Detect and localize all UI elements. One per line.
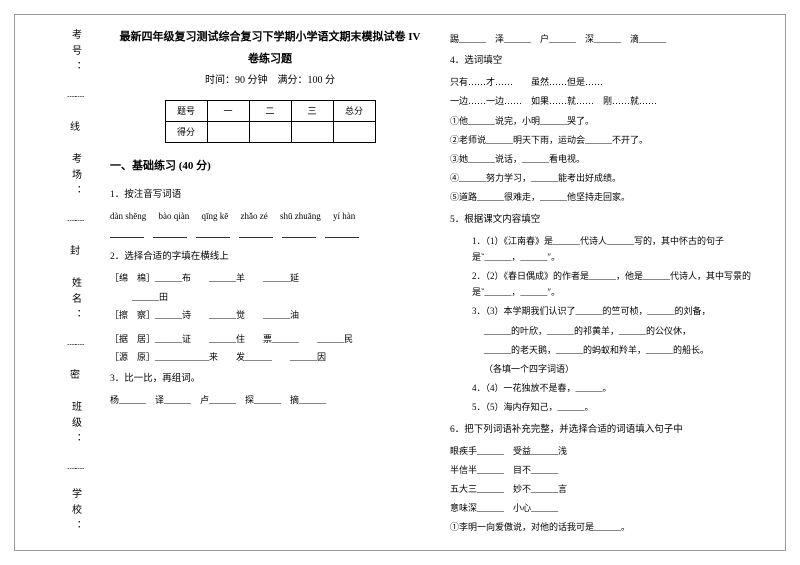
spine-label-name: 姓名： bbox=[68, 277, 83, 325]
q1-pinyin-row: dàn shēng bào qiàn qīng kē zhǎo zé shū z… bbox=[110, 208, 430, 224]
q5-i5: 5．（5）海内存知己，______。 bbox=[450, 399, 770, 415]
cell bbox=[207, 121, 249, 142]
spine-label-class: 班级： bbox=[68, 401, 83, 449]
q6-l2: 半信半______ 目不______ bbox=[450, 462, 770, 478]
cell bbox=[333, 121, 375, 142]
q3-row2: 踢______ 泽______ 户______ 深______ 滴______ bbox=[450, 31, 770, 47]
cell: 二 bbox=[249, 100, 291, 121]
q5-i4: 4．（4）一花独放不是春，______。 bbox=[450, 380, 770, 396]
section-1-head: 一、基础练习 (40 分) bbox=[110, 157, 430, 177]
pinyin: dàn shēng bbox=[110, 211, 146, 221]
exam-timing: 时间：90 分钟 满分：100 分 bbox=[110, 72, 430, 90]
q5-i2: 2．（2）《春日偶成》的作者是______，他是______代诗人，其中写景的是… bbox=[450, 268, 770, 300]
q5-i3c: ______的老天鹅，______的蚂蚁和羚羊，______的船长。 bbox=[450, 342, 770, 358]
q6-l5: ①李明一向爱傲说，对他的话我可是______。 bbox=[450, 519, 770, 535]
q4-l2: ①他______说完，小明______哭了。 bbox=[450, 113, 770, 129]
cell: 题号 bbox=[165, 100, 207, 121]
right-column: 踢______ 泽______ 户______ 深______ 滴______ … bbox=[450, 28, 770, 537]
pinyin: shū zhuāng bbox=[280, 211, 321, 221]
spine-char-secret: 密 bbox=[70, 366, 80, 381]
spine-dots: ┊┊ bbox=[67, 466, 83, 471]
q4-l0: 只有……才…… 虽然……但是…… bbox=[450, 74, 770, 90]
table-row: 得分 bbox=[165, 121, 375, 142]
spine-dots: ┊┊ bbox=[67, 342, 83, 347]
q1-title: 1．按注音写词语 bbox=[110, 187, 430, 204]
q3-row: 杨______ 译______ 卢______ 探______ 摘______ bbox=[110, 392, 430, 408]
table-row: 题号 一 二 三 总分 bbox=[165, 100, 375, 121]
spine-label-id: 考号： bbox=[68, 29, 83, 77]
pinyin: bào qiàn bbox=[159, 211, 190, 221]
q5-i3a: 3．（3）本学期我们认识了______的竺可桢，______的刘备， bbox=[450, 303, 770, 319]
q5-i3d: （各填一个四字词语） bbox=[450, 361, 770, 377]
q2-line3: ［据 居］______证 ______住 票______ ______民 bbox=[110, 331, 430, 347]
q2-title: 2．选择合适的字填在横线上 bbox=[110, 249, 430, 266]
q4-title: 4．选词填空 bbox=[450, 53, 770, 70]
q5-i3b: ______的叶欣，______的祁黄羊，______的公仪休， bbox=[450, 323, 770, 339]
q1-blank-row bbox=[110, 227, 430, 243]
q6-l1: 眼疾手______ 受益______浅 bbox=[450, 443, 770, 459]
spine-dots: ┊┊ bbox=[67, 94, 83, 99]
binding-spine: 考号： ┊┊ 线 考场： ┊┊ 封 姓名： ┊┊ 密 班级： ┊┊ 学校： bbox=[60, 20, 90, 545]
spine-dots: ┊┊ bbox=[67, 218, 83, 223]
q6-title: 6．把下列词语补充完整，并选择合适的词语填入句子中 bbox=[450, 422, 770, 439]
q6-l4: 意味深______ 小心______ bbox=[450, 500, 770, 516]
q4-l6: ⑤道路______很难走，______他坚持走回家。 bbox=[450, 189, 770, 205]
q3-title: 3．比一比，再组词。 bbox=[110, 371, 430, 388]
q4-l4: ③她______说话，______看电视。 bbox=[450, 151, 770, 167]
left-column: 最新四年级复习测试综合复习下学期小学语文期末模拟试卷 IV 卷练习题 时间：90… bbox=[110, 28, 430, 537]
pinyin: yí hàn bbox=[333, 211, 355, 221]
cell: 总分 bbox=[333, 100, 375, 121]
exam-title: 最新四年级复习测试综合复习下学期小学语文期末模拟试卷 IV bbox=[110, 28, 430, 48]
score-table: 题号 一 二 三 总分 得分 bbox=[165, 100, 376, 143]
cell: 一 bbox=[207, 100, 249, 121]
q6-l3: 五大三______ 妙不______言 bbox=[450, 481, 770, 497]
q2-line1b: ______田 bbox=[110, 289, 430, 305]
pinyin: qīng kē bbox=[202, 211, 229, 221]
q2-line1: ［绵 棉］______布 ______羊 ______延 bbox=[110, 270, 430, 286]
spine-label-school: 学校： bbox=[68, 488, 83, 536]
cell: 三 bbox=[291, 100, 333, 121]
spine-label-room: 考场： bbox=[68, 153, 83, 201]
q5-title: 5．根据课文内容填空 bbox=[450, 212, 770, 229]
q2-line2: ［擦 察］______诗 ______觉 ______油 bbox=[110, 307, 430, 323]
spine-char-line: 线 bbox=[70, 118, 80, 133]
q4-l1: 一边……一边…… 如果……就…… 刚……就…… bbox=[450, 93, 770, 109]
cell bbox=[291, 121, 333, 142]
q4-l3: ②老师说______明天下雨，运动会______不开了。 bbox=[450, 132, 770, 148]
q4-l5: ④______努力学习，______能考出好成绩。 bbox=[450, 170, 770, 186]
spine-char-seal: 封 bbox=[70, 242, 80, 257]
cell: 得分 bbox=[165, 121, 207, 142]
exam-title-2: 卷练习题 bbox=[110, 50, 430, 70]
q5-i1: 1．（1）《江南春》是______代诗人______写的，其中怀古的句子是‶__… bbox=[450, 233, 770, 265]
q2-line4: ［源 原］____________来 发______ ______因 bbox=[110, 349, 430, 365]
pinyin: zhǎo zé bbox=[241, 211, 268, 221]
cell bbox=[249, 121, 291, 142]
